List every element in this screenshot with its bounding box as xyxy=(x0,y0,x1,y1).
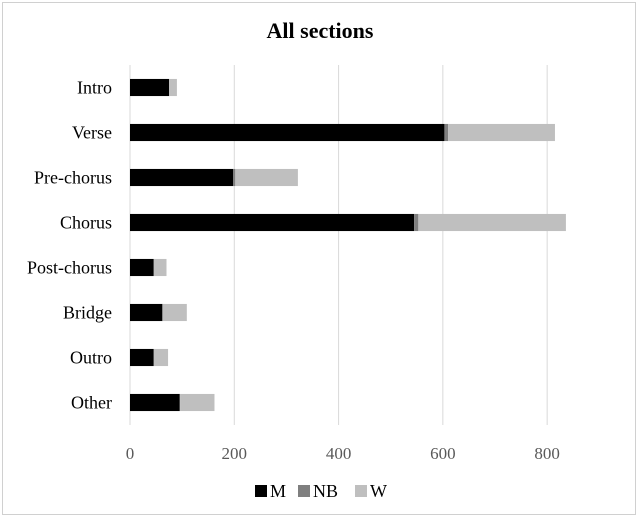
category-label: Post-chorus xyxy=(27,258,112,278)
bar-w-bridge xyxy=(162,303,187,322)
category-label: Verse xyxy=(72,123,112,143)
x-tick-label: 600 xyxy=(430,444,456,463)
x-tick-label: 800 xyxy=(534,444,560,463)
bar-m-post-chorus xyxy=(130,258,154,277)
bar-nb-bridge xyxy=(162,303,163,322)
legend-label-nb: NB xyxy=(313,481,338,501)
category-labels: Intro Verse Pre-chorus Chorus Post-chorus Bri… xyxy=(27,78,112,413)
bar-m-intro xyxy=(130,78,170,97)
bar-nb-post-chorus xyxy=(153,258,154,277)
bar-nb-chorus xyxy=(414,213,419,232)
chart-frame xyxy=(2,2,636,515)
category-label: Outro xyxy=(70,348,112,368)
legend-label-m: M xyxy=(270,481,286,501)
bar-m-outro xyxy=(130,348,154,367)
bar-m-other xyxy=(130,393,180,412)
legend-swatch-nb xyxy=(298,485,310,497)
category-label: Other xyxy=(71,393,112,413)
bar-w-post-chorus xyxy=(153,258,167,277)
category-label: Bridge xyxy=(63,303,112,323)
bar-m-verse xyxy=(130,123,445,142)
bar-nb-pre-chorus xyxy=(233,168,236,187)
chart-title: All sections xyxy=(267,18,374,43)
category-label: Pre-chorus xyxy=(34,168,112,188)
x-tick-labels: 0 200 400 600 800 xyxy=(126,444,560,463)
legend-swatch-w xyxy=(355,485,367,497)
category-label: Chorus xyxy=(60,213,112,233)
bar-m-pre-chorus xyxy=(130,168,234,187)
x-tick-label: 200 xyxy=(222,444,248,463)
legend: M NB W xyxy=(255,481,387,501)
category-label: Intro xyxy=(77,78,112,98)
legend-label-w: W xyxy=(370,481,387,501)
bar-nb-other xyxy=(179,393,181,412)
legend-swatch-m xyxy=(255,485,267,497)
x-tick-label: 400 xyxy=(326,444,352,463)
bar-nb-outro xyxy=(153,348,154,367)
x-tick-label: 0 xyxy=(126,444,135,463)
bar-w-intro xyxy=(169,78,177,97)
bar-w-chorus xyxy=(418,213,566,232)
bars xyxy=(130,78,566,412)
bar-w-other xyxy=(180,393,215,412)
bar-nb-verse xyxy=(444,123,449,142)
gridlines xyxy=(129,65,548,425)
bar-w-verse xyxy=(448,123,555,142)
bar-m-chorus xyxy=(130,213,415,232)
bar-m-bridge xyxy=(130,303,163,322)
bar-w-pre-chorus xyxy=(235,168,298,187)
bar-w-outro xyxy=(153,348,169,367)
